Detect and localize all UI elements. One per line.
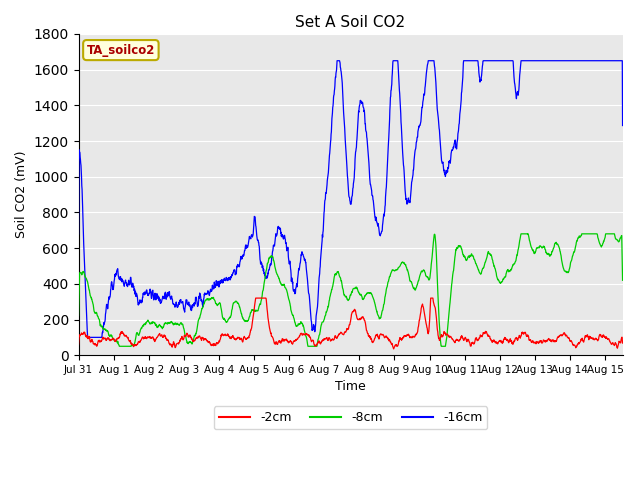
Legend: -2cm, -8cm, -16cm: -2cm, -8cm, -16cm	[214, 407, 488, 430]
Title: Set A Soil CO2: Set A Soil CO2	[296, 15, 406, 30]
Text: TA_soilco2: TA_soilco2	[86, 44, 155, 57]
X-axis label: Time: Time	[335, 381, 366, 394]
Y-axis label: Soil CO2 (mV): Soil CO2 (mV)	[15, 151, 28, 239]
